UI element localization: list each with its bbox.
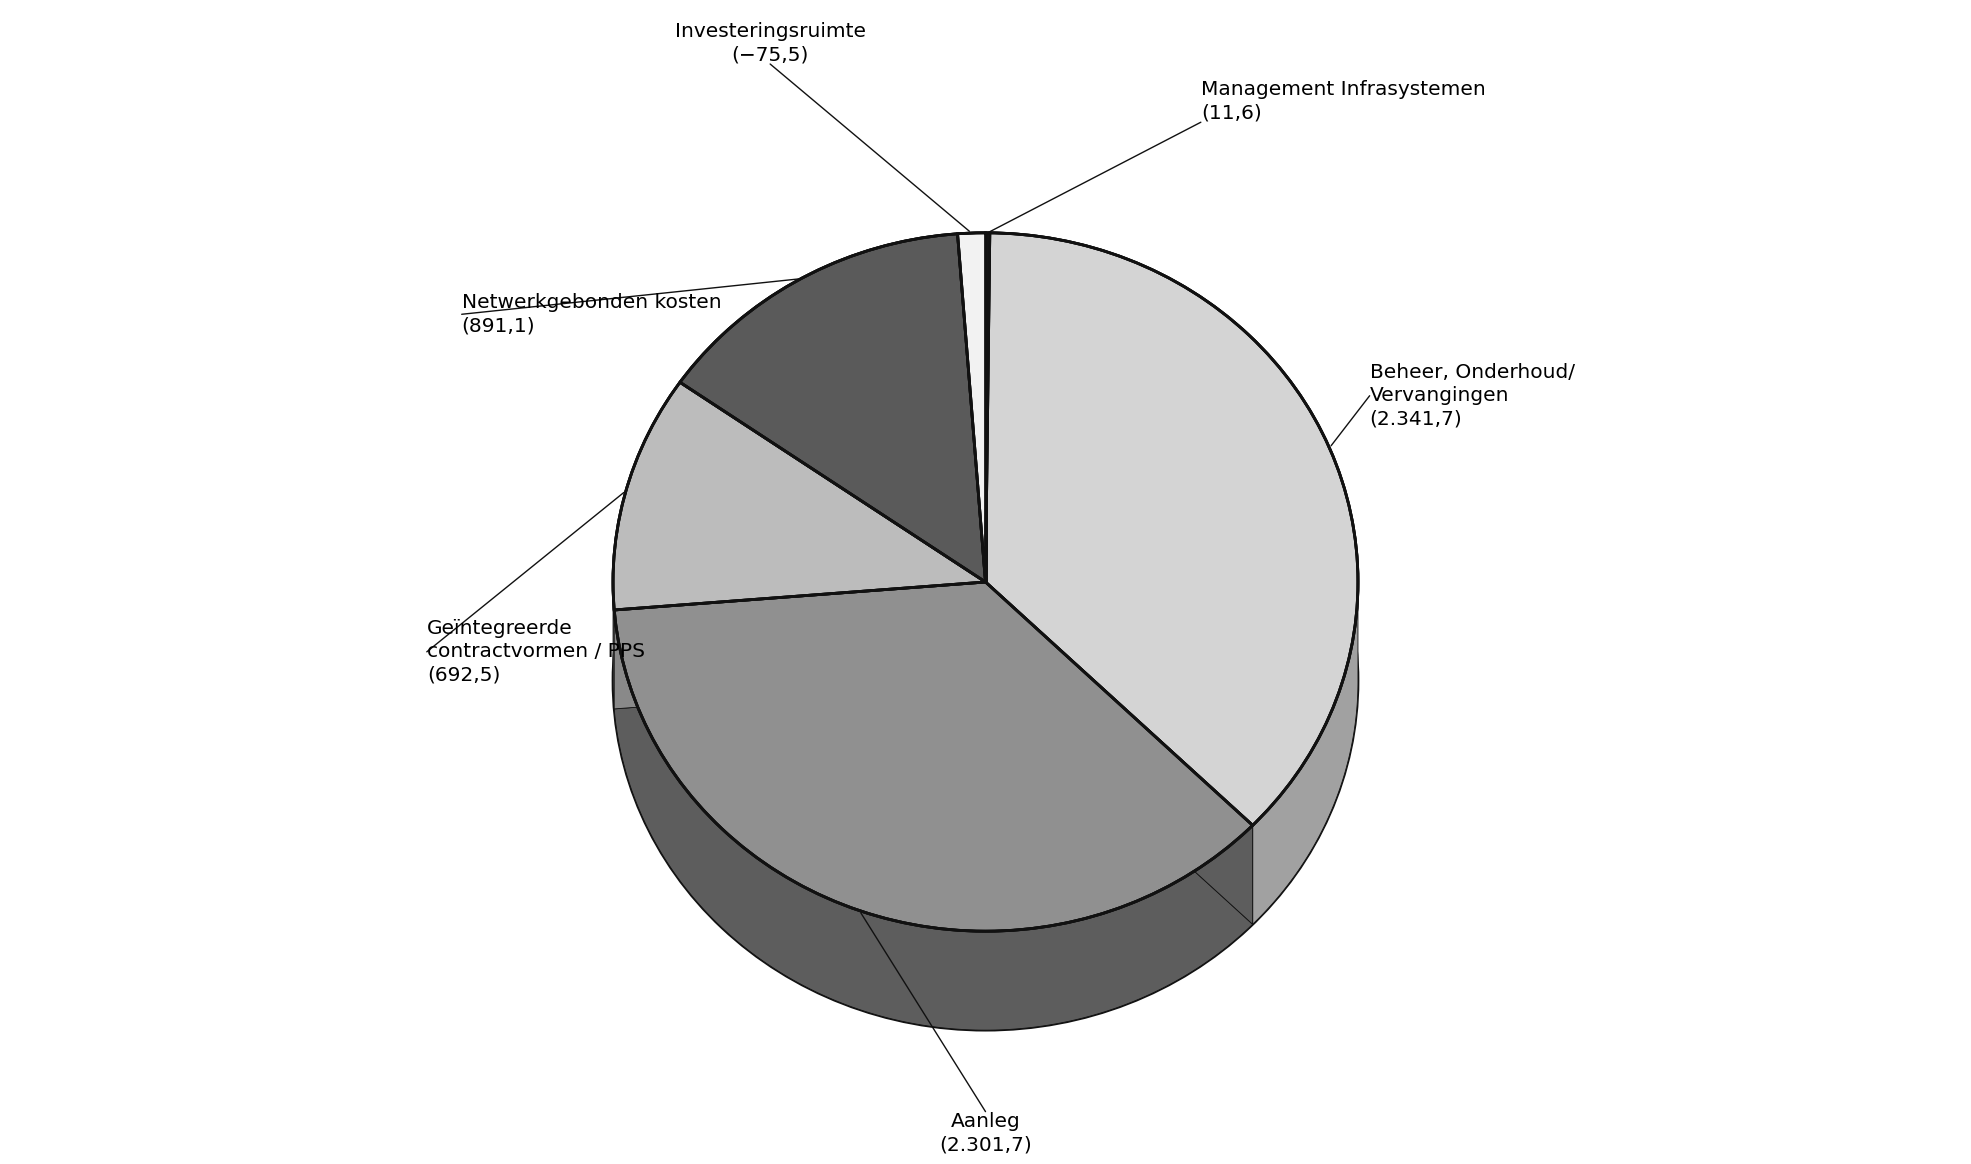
Polygon shape: [615, 582, 1254, 931]
Polygon shape: [986, 582, 1254, 924]
Polygon shape: [986, 582, 1254, 924]
Polygon shape: [680, 234, 986, 582]
Text: Management Infrasystemen
(11,6): Management Infrasystemen (11,6): [1200, 79, 1486, 122]
Polygon shape: [958, 233, 986, 582]
Text: Investeringsruimte
(−75,5): Investeringsruimte (−75,5): [674, 21, 865, 64]
Ellipse shape: [613, 332, 1358, 1030]
Text: Geïntegreerde
contractvormen / PPS
(692,5): Geïntegreerde contractvormen / PPS (692,…: [428, 619, 645, 684]
Text: Beheer, Onderhoud/
Vervangingen
(2.341,7): Beheer, Onderhoud/ Vervangingen (2.341,7…: [1370, 363, 1575, 428]
Polygon shape: [1254, 584, 1358, 924]
Polygon shape: [986, 233, 1358, 825]
Polygon shape: [615, 610, 1254, 1030]
Text: Aanleg
(2.301,7): Aanleg (2.301,7): [938, 1112, 1033, 1155]
Polygon shape: [615, 582, 986, 709]
Text: Netwerkgebonden kosten
(891,1): Netwerkgebonden kosten (891,1): [461, 293, 721, 335]
Polygon shape: [615, 582, 986, 709]
Polygon shape: [613, 382, 986, 610]
Polygon shape: [986, 233, 989, 582]
